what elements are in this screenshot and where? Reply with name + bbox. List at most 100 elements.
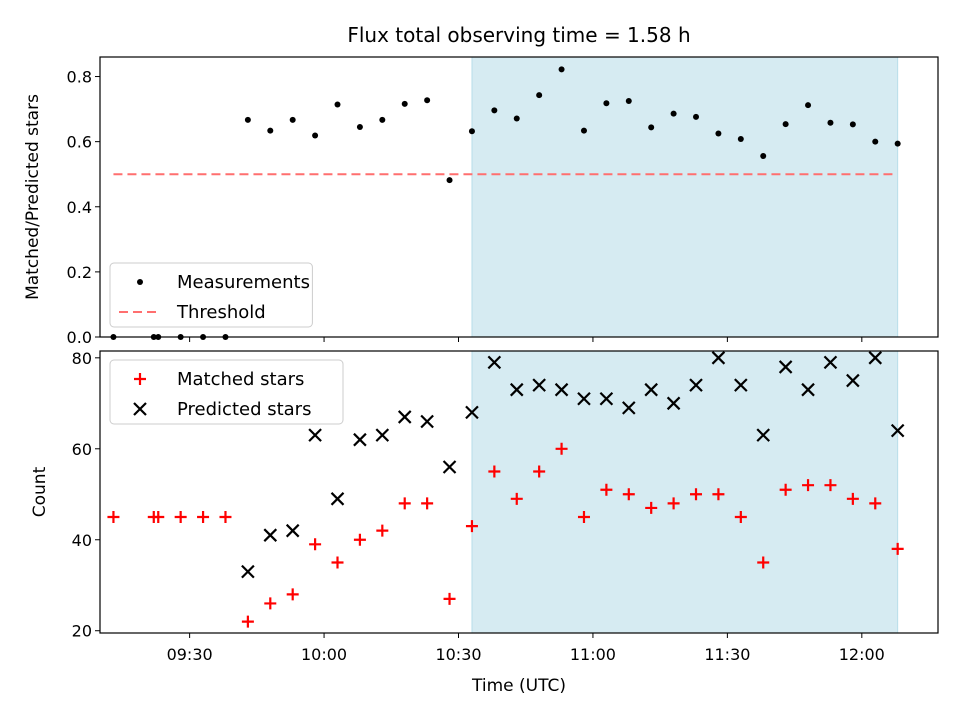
y-tick-label: 60 (72, 440, 92, 459)
legend-label: Threshold (176, 302, 266, 323)
y-tick-label: 20 (72, 622, 92, 641)
data-point (465, 520, 478, 533)
axes-frame (99, 56, 939, 338)
y-tick-label: 0.2 (67, 263, 92, 282)
x-tick-label: 12:00 (839, 645, 885, 664)
data-point (644, 382, 658, 397)
legend: Measurements Threshold (109, 262, 313, 328)
data-point (397, 410, 412, 424)
data-point (577, 391, 591, 406)
data-point (823, 355, 838, 370)
y-axis-label: Matched/Predicted stars (23, 94, 43, 300)
axes-frame (99, 350, 939, 634)
data-point (869, 497, 882, 510)
data-point (487, 355, 502, 370)
data-point (711, 351, 726, 365)
data-point (532, 378, 546, 392)
y-tick-label: 0.6 (67, 133, 92, 152)
data-point (465, 405, 479, 420)
data-point (442, 460, 457, 474)
data-point (891, 542, 904, 555)
data-point (510, 492, 523, 505)
data-point (670, 110, 677, 117)
data-point (622, 401, 636, 415)
data-point (446, 177, 453, 184)
data-point (625, 97, 632, 104)
data-point (894, 140, 901, 147)
predicted-stars-series (241, 351, 905, 579)
data-point (244, 116, 251, 123)
data-point (421, 497, 434, 510)
data-point (376, 524, 389, 537)
data-point (330, 492, 345, 506)
legend-box (109, 262, 313, 328)
data-point (443, 592, 456, 605)
data-point (379, 116, 386, 123)
data-point (667, 497, 680, 510)
y-tick-label: 0.8 (67, 68, 92, 87)
data-point (356, 124, 363, 130)
data-point (241, 615, 254, 628)
data-point (600, 483, 613, 496)
data-point (846, 492, 859, 505)
data-point (424, 97, 431, 104)
legend-label: Matched stars (177, 369, 304, 390)
top-panel: 0.0 0.2 0.4 0.6 0.8 Matched/Predicted stars Me… (23, 56, 939, 347)
data-point (868, 351, 883, 365)
data-point (267, 127, 274, 134)
chart-title: Flux total observing time = 1.58 h (347, 23, 690, 47)
data-point (890, 423, 905, 438)
data-point (309, 538, 322, 551)
data-point (693, 113, 700, 120)
observing-time-span (471, 56, 899, 338)
data-point (580, 127, 587, 134)
legend-label: Predicted stars (177, 399, 311, 420)
data-point (353, 533, 366, 546)
data-point (353, 432, 367, 447)
data-point (312, 132, 319, 139)
data-point (308, 428, 322, 442)
data-point (289, 116, 296, 123)
x-tick-label: 10:00 (301, 645, 347, 664)
data-point (779, 483, 792, 496)
data-point (782, 121, 789, 128)
data-point (760, 152, 767, 159)
matched-stars-series (107, 442, 904, 628)
data-point (334, 101, 341, 108)
data-point (756, 428, 771, 442)
data-point (488, 465, 501, 478)
data-point (375, 428, 390, 442)
data-point (264, 597, 277, 610)
data-point (802, 479, 815, 492)
data-point (689, 378, 703, 392)
data-point (555, 442, 568, 455)
bottom-panel: 20 40 60 80 09:30 10:00 10:30 11:00 11:30 12:00 Co… (30, 349, 939, 664)
data-point (805, 102, 812, 109)
data-point (712, 488, 725, 501)
data-point (757, 556, 770, 569)
data-point (401, 100, 408, 107)
x-tick-label: 10:30 (435, 645, 481, 664)
data-point (622, 488, 635, 501)
data-point (599, 391, 614, 406)
y-tick-label: 40 (72, 531, 92, 550)
x-tick-label: 09:30 (167, 645, 213, 664)
data-point (666, 396, 681, 411)
data-point (491, 107, 498, 114)
data-point (398, 497, 411, 510)
data-point (734, 378, 748, 392)
measurements-series (110, 66, 901, 340)
x-tick-label: 11:30 (704, 645, 750, 664)
legend-swatch (134, 373, 146, 385)
data-point (285, 523, 300, 538)
data-point (152, 511, 165, 524)
legend-box (109, 359, 344, 425)
data-point (174, 511, 187, 524)
x-tick-label: 11:00 (570, 645, 616, 664)
data-point (603, 100, 610, 107)
data-point (509, 382, 524, 397)
data-point (824, 479, 837, 492)
data-point (645, 501, 658, 514)
data-point (558, 66, 565, 73)
